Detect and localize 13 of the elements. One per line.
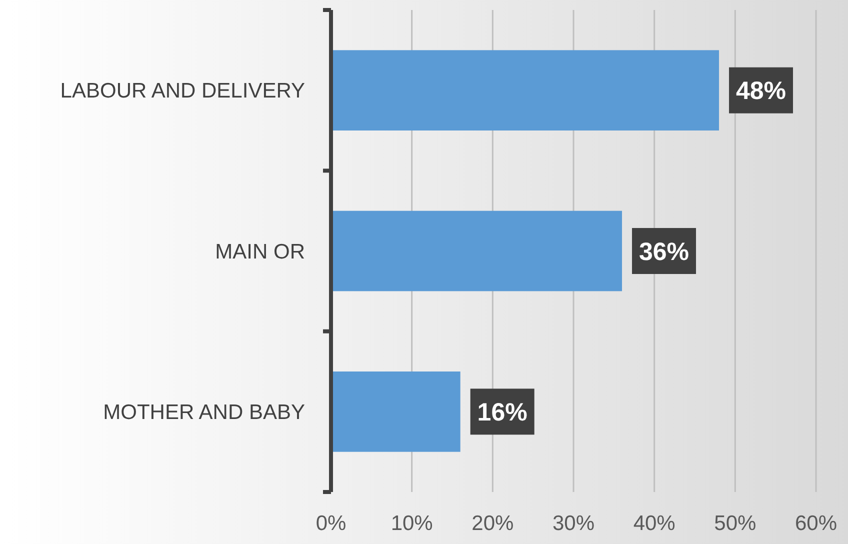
data-label: 16% xyxy=(477,398,528,426)
x-tick-label: 60% xyxy=(794,512,838,535)
x-tick-label: 40% xyxy=(633,512,676,535)
data-label: 48% xyxy=(736,77,786,106)
data-label: 36% xyxy=(638,238,690,266)
x-tick-label: 10% xyxy=(390,512,433,535)
y-tick-label: MOTHER AND BABY xyxy=(103,401,305,424)
x-tick-label: 30% xyxy=(552,512,595,535)
x-tick-label: 20% xyxy=(472,512,514,535)
y-tick-label: LABOUR AND DELIVERY xyxy=(60,80,305,103)
x-tick-label: 50% xyxy=(714,512,756,535)
x-tick-label: 0% xyxy=(316,512,346,535)
y-tick-label: MAIN OR xyxy=(215,240,305,264)
